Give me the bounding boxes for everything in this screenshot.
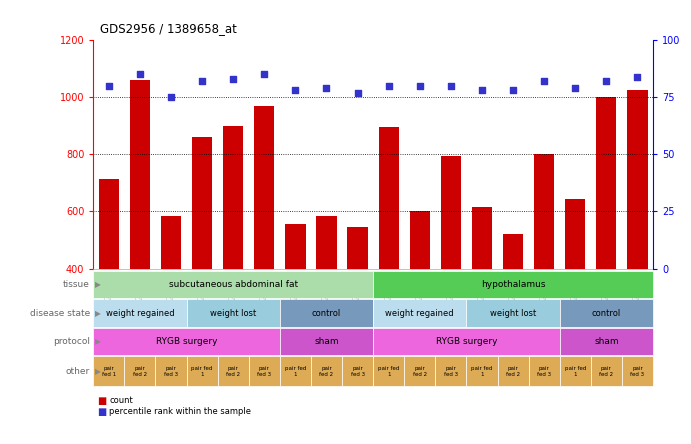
Point: [196, 78, 207, 85]
Text: pair
fed 3: pair fed 3: [350, 366, 365, 377]
Bar: [161, 216, 181, 383]
Bar: [99, 178, 119, 383]
Point: [134, 71, 145, 78]
Bar: [441, 156, 461, 383]
Text: protocol: protocol: [53, 337, 90, 346]
Point: [352, 89, 363, 96]
Bar: [192, 137, 212, 383]
Bar: [316, 216, 337, 383]
Text: pair fed
1: pair fed 1: [285, 366, 306, 377]
Text: RYGB surgery: RYGB surgery: [155, 337, 218, 346]
Text: percentile rank within the sample: percentile rank within the sample: [109, 407, 251, 416]
Text: count: count: [109, 396, 133, 405]
Bar: [596, 97, 616, 383]
Text: tissue: tissue: [63, 280, 90, 289]
Bar: [285, 224, 305, 383]
Text: pair
fed 2: pair fed 2: [226, 366, 240, 377]
Point: [476, 87, 487, 94]
Text: weight lost: weight lost: [210, 309, 256, 317]
Point: [445, 82, 456, 89]
Bar: [379, 127, 399, 383]
Text: pair
fed 2: pair fed 2: [413, 366, 427, 377]
Bar: [348, 227, 368, 383]
Text: control: control: [312, 309, 341, 317]
Point: [632, 73, 643, 80]
Bar: [472, 207, 492, 383]
Text: pair
fed 2: pair fed 2: [319, 366, 334, 377]
Text: sham: sham: [594, 337, 618, 346]
Point: [227, 75, 239, 83]
Text: subcutaneous abdominal fat: subcutaneous abdominal fat: [169, 280, 298, 289]
Text: control: control: [591, 309, 621, 317]
Bar: [410, 211, 430, 383]
Point: [104, 82, 115, 89]
Text: pair fed
1: pair fed 1: [565, 366, 586, 377]
Text: ■: ■: [97, 396, 106, 405]
Point: [600, 78, 612, 85]
Text: pair
fed 3: pair fed 3: [444, 366, 458, 377]
Text: pair
fed 2: pair fed 2: [599, 366, 614, 377]
Text: pair
fed 3: pair fed 3: [630, 366, 645, 377]
Bar: [627, 90, 647, 383]
Point: [290, 87, 301, 94]
Text: pair fed
1: pair fed 1: [471, 366, 493, 377]
Bar: [534, 155, 554, 383]
Text: other: other: [66, 367, 90, 376]
Text: ▶: ▶: [95, 309, 101, 317]
Point: [539, 78, 550, 85]
Text: RYGB surgery: RYGB surgery: [435, 337, 498, 346]
Point: [166, 94, 177, 101]
Bar: [223, 126, 243, 383]
Text: pair fed
1: pair fed 1: [191, 366, 213, 377]
Point: [569, 84, 580, 91]
Text: pair
fed 2: pair fed 2: [133, 366, 147, 377]
Point: [383, 82, 394, 89]
Text: ▶: ▶: [95, 337, 101, 346]
Text: ▶: ▶: [95, 367, 101, 376]
Bar: [130, 80, 150, 383]
Text: pair
fed 3: pair fed 3: [164, 366, 178, 377]
Text: disease state: disease state: [30, 309, 90, 317]
Point: [415, 82, 426, 89]
Text: ▶: ▶: [95, 280, 101, 289]
Text: pair
fed 3: pair fed 3: [537, 366, 551, 377]
Text: GDS2956 / 1389658_at: GDS2956 / 1389658_at: [100, 23, 237, 36]
Bar: [503, 234, 523, 383]
Text: hypothalamus: hypothalamus: [481, 280, 545, 289]
Text: pair
fed 3: pair fed 3: [257, 366, 272, 377]
Point: [258, 71, 269, 78]
Bar: [254, 106, 274, 383]
Text: weight regained: weight regained: [386, 309, 454, 317]
Text: ■: ■: [97, 407, 106, 416]
Text: sham: sham: [314, 337, 339, 346]
Text: weight lost: weight lost: [490, 309, 536, 317]
Text: weight regained: weight regained: [106, 309, 174, 317]
Bar: [565, 198, 585, 383]
Text: pair
fed 2: pair fed 2: [506, 366, 520, 377]
Point: [321, 84, 332, 91]
Text: pair fed
1: pair fed 1: [378, 366, 399, 377]
Point: [507, 87, 518, 94]
Text: pair
fed 1: pair fed 1: [102, 366, 116, 377]
